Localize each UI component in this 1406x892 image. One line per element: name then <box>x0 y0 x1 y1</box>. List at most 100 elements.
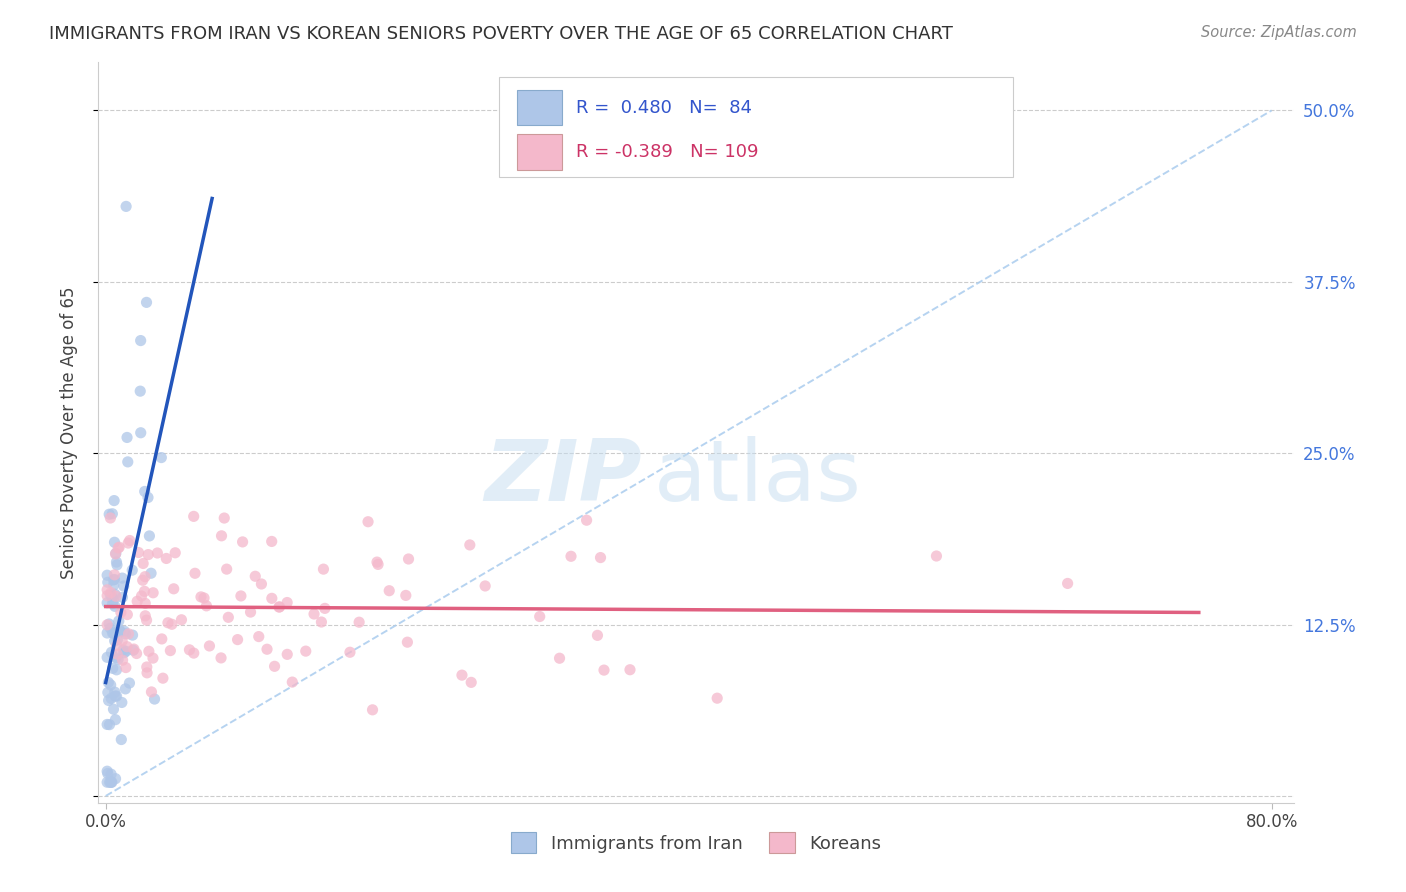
Legend: Immigrants from Iran, Koreans: Immigrants from Iran, Koreans <box>503 825 889 861</box>
Point <box>247 630 270 644</box>
Point <box>104 599 127 614</box>
Point <box>139 566 162 581</box>
Point <box>142 586 165 600</box>
Point <box>101 625 124 640</box>
FancyBboxPatch shape <box>499 78 1012 178</box>
Point <box>117 627 139 641</box>
Point <box>138 529 160 543</box>
Point <box>239 605 262 619</box>
Point <box>529 609 551 624</box>
Point <box>96 617 118 632</box>
Point <box>134 596 156 610</box>
Point <box>339 645 361 659</box>
Point <box>260 534 283 549</box>
Point <box>294 644 316 658</box>
Point <box>101 661 124 675</box>
Point <box>125 647 148 661</box>
Point <box>575 513 598 527</box>
Point <box>212 511 235 525</box>
Point <box>136 491 159 505</box>
Text: IMMIGRANTS FROM IRAN VS KOREAN SENIORS POVERTY OVER THE AGE OF 65 CORRELATION CH: IMMIGRANTS FROM IRAN VS KOREAN SENIORS P… <box>49 25 953 43</box>
Point <box>548 651 571 665</box>
Point <box>195 599 218 613</box>
Point <box>152 671 174 685</box>
Point <box>150 632 173 646</box>
Point <box>100 691 122 706</box>
Point <box>103 493 125 508</box>
Point <box>111 653 134 667</box>
Point <box>105 689 128 703</box>
Point <box>114 681 136 696</box>
Point <box>163 582 186 596</box>
Point <box>1056 576 1078 591</box>
Point <box>311 615 333 629</box>
Point <box>100 775 122 789</box>
Point <box>108 540 131 554</box>
Point <box>589 550 612 565</box>
Point <box>98 775 121 789</box>
Point <box>134 570 156 584</box>
Point <box>156 615 179 630</box>
Point <box>103 593 125 607</box>
Point <box>183 509 205 524</box>
Point <box>96 717 118 731</box>
Point <box>122 642 145 657</box>
Point <box>179 643 201 657</box>
Point <box>96 568 118 582</box>
Point <box>96 582 118 597</box>
Point <box>217 610 239 624</box>
Point <box>114 627 136 641</box>
Point <box>474 579 496 593</box>
Point <box>97 693 120 707</box>
Point <box>100 645 122 659</box>
Point <box>134 584 156 599</box>
Point <box>122 643 145 657</box>
Point <box>98 717 121 731</box>
Point <box>586 628 609 642</box>
Point <box>184 566 207 581</box>
Point <box>107 652 129 666</box>
Point <box>104 689 127 703</box>
Point <box>460 675 482 690</box>
Point <box>103 573 125 587</box>
Text: Source: ZipAtlas.com: Source: ZipAtlas.com <box>1201 25 1357 40</box>
Point <box>361 703 384 717</box>
Point <box>593 663 616 677</box>
Point <box>100 775 122 789</box>
Point <box>97 675 120 690</box>
Point <box>155 551 177 566</box>
Point <box>150 450 173 465</box>
Point <box>127 594 149 608</box>
Point <box>110 606 132 620</box>
Point <box>190 590 212 604</box>
Point <box>118 533 141 548</box>
Point <box>98 617 121 632</box>
Y-axis label: Seniors Poverty Over the Age of 65: Seniors Poverty Over the Age of 65 <box>59 286 77 579</box>
Point <box>96 775 118 789</box>
Point <box>183 646 205 660</box>
Point <box>198 639 221 653</box>
Point <box>229 589 252 603</box>
Point <box>451 668 474 682</box>
Point <box>560 549 582 564</box>
Point <box>110 624 132 639</box>
Point <box>111 591 134 605</box>
Point <box>245 569 267 583</box>
Point <box>141 685 163 699</box>
Point <box>281 675 304 690</box>
Point <box>104 685 127 699</box>
Point <box>211 529 233 543</box>
Point <box>314 601 336 615</box>
Point <box>131 574 153 588</box>
Point <box>104 546 127 560</box>
Point <box>115 644 138 658</box>
Point <box>96 764 118 779</box>
Point <box>128 545 150 559</box>
Point <box>105 555 128 569</box>
Point <box>312 562 335 576</box>
Point <box>112 643 135 657</box>
Point <box>103 578 125 592</box>
Point <box>105 632 128 647</box>
Point <box>115 430 138 444</box>
Point <box>134 484 156 499</box>
